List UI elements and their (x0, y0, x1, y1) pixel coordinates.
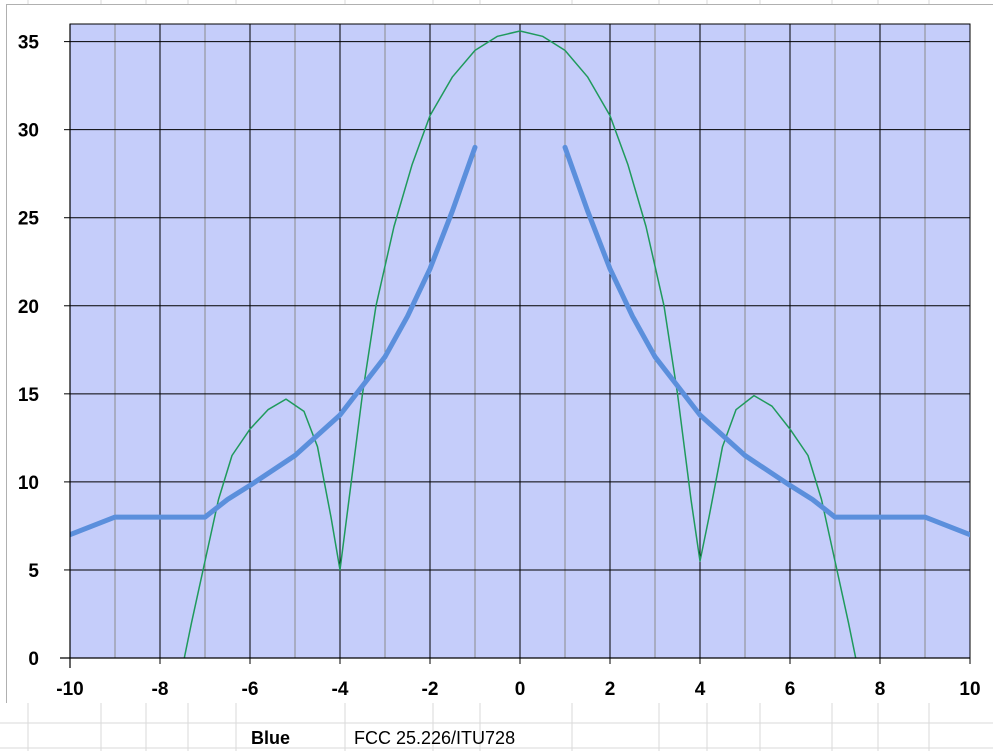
x-tick-label: 6 (785, 679, 796, 700)
x-tick-label: 8 (875, 679, 886, 700)
y-tick-label: 10 (18, 473, 39, 494)
legend-key-label: Blue (251, 728, 291, 748)
series-line-mask-2 (562, 144, 970, 538)
x-tick-label: 2 (605, 679, 616, 700)
y-tick-label: 0 (28, 649, 39, 670)
series-line-mask-1 (70, 144, 478, 538)
x-tick-label: 10 (959, 679, 980, 700)
series-line-pattern (183, 30, 857, 658)
x-tick-label: 0 (515, 679, 526, 700)
x-tick-label: 4 (695, 679, 706, 700)
y-tick-label: 15 (18, 385, 40, 406)
x-tick-label: -6 (242, 679, 259, 700)
x-tick-label: -2 (422, 679, 439, 700)
series-group (70, 30, 970, 658)
x-tick-label: -4 (332, 679, 349, 700)
x-tick-label: -10 (56, 679, 83, 700)
y-tick-label: 5 (28, 561, 39, 582)
y-tick-label: 20 (18, 297, 39, 318)
y-tick-label: 25 (18, 209, 40, 230)
legend-row: Blue FCC 25.226/ITU728 (0, 724, 993, 751)
legend-key-description: FCC 25.226/ITU728 (354, 728, 516, 748)
x-tick-label: -8 (152, 679, 169, 700)
y-tick-label: 30 (18, 121, 39, 142)
y-tick-label: 35 (18, 33, 40, 54)
